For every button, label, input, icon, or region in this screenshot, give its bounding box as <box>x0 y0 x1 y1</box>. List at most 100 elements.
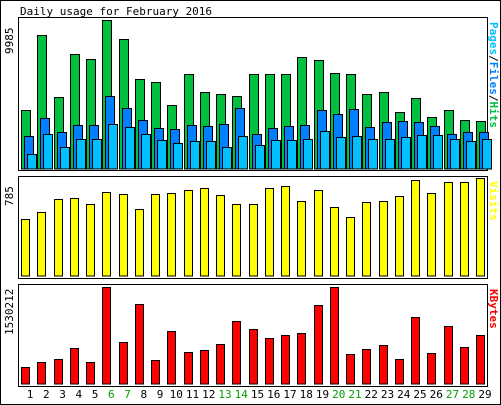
bar-pages-day-27 <box>450 139 460 170</box>
x-tick-label-day-16: 16 <box>267 388 280 401</box>
bar-pages-day-25 <box>417 135 427 170</box>
axis-label-part: Files <box>487 62 500 95</box>
bar-pages-day-13 <box>222 147 232 170</box>
bar-visits-day-15 <box>249 204 258 277</box>
kbytes-panel-axis-label: KBytes <box>487 289 500 329</box>
bar-kbytes-day-13 <box>216 344 225 385</box>
bar-kbytes-day-23 <box>379 345 388 385</box>
x-tick-label-day-4: 4 <box>75 388 82 401</box>
visits-panel-ymax-label: 785 <box>3 186 16 206</box>
bar-visits-day-27 <box>444 182 453 277</box>
bar-pages-day-2 <box>43 134 53 170</box>
bar-pages-day-17 <box>287 140 297 170</box>
bar-pages-day-7 <box>125 127 135 170</box>
bar-kbytes-day-16 <box>265 338 274 385</box>
bar-visits-day-18 <box>297 201 306 277</box>
bar-pages-day-9 <box>157 140 167 170</box>
hits-panel-ymax-label: 9985 <box>3 28 16 55</box>
bar-kbytes-day-7 <box>119 342 128 385</box>
x-tick-label-day-13: 13 <box>218 388 231 401</box>
bar-visits-day-2 <box>37 212 46 277</box>
bar-pages-day-24 <box>401 137 411 170</box>
bar-visits-day-23 <box>379 201 388 277</box>
x-tick-label-day-9: 9 <box>157 388 164 401</box>
bar-kbytes-day-1 <box>21 367 30 385</box>
x-tick-label-day-26: 26 <box>430 388 443 401</box>
bar-visits-day-13 <box>216 195 225 277</box>
bar-pages-day-5 <box>92 139 102 170</box>
bar-pages-day-3 <box>60 147 70 170</box>
x-tick-label-day-14: 14 <box>235 388 249 401</box>
bar-pages-day-6 <box>108 124 118 170</box>
axis-label-part: / <box>487 55 500 62</box>
bar-kbytes-day-21 <box>346 354 355 385</box>
bar-visits-day-25 <box>411 180 420 277</box>
bar-pages-day-21 <box>352 136 362 170</box>
hits-panel-axis-label: Pages/Files/Hits <box>487 22 500 128</box>
bar-visits-day-7 <box>119 194 128 277</box>
bar-visits-day-16 <box>265 188 274 277</box>
bar-pages-day-11 <box>190 141 200 170</box>
x-tick-label-day-3: 3 <box>59 388 66 401</box>
bar-kbytes-day-25 <box>411 317 420 385</box>
x-tick-label-day-25: 25 <box>413 388 426 401</box>
x-axis-day-labels: 1 2 3 4 5 6 7 8 9 10 11 12 13 14 15 16 17 18 19 20 21 22 23 24 2… <box>27 388 492 401</box>
bar-pages-day-22 <box>368 139 378 170</box>
x-tick-label-day-29: 29 <box>478 388 491 401</box>
bar-pages-day-8 <box>141 134 151 170</box>
x-tick-label-day-21: 21 <box>348 388 361 401</box>
bar-kbytes-day-12 <box>200 350 209 385</box>
bar-kbytes-day-9 <box>151 360 160 385</box>
chart-title: Daily usage for February 2016 <box>20 5 212 18</box>
x-tick-label-day-19: 19 <box>316 388 329 401</box>
x-tick-label-day-24: 24 <box>397 388 411 401</box>
x-tick-label-day-17: 17 <box>283 388 296 401</box>
bar-kbytes-day-20 <box>330 287 339 385</box>
x-tick-label-day-10: 10 <box>170 388 183 401</box>
bar-kbytes-day-29 <box>476 335 485 385</box>
bar-pages-day-4 <box>76 139 86 170</box>
bar-visits-day-22 <box>362 202 371 277</box>
bar-pages-day-23 <box>385 139 395 170</box>
x-tick-label-day-22: 22 <box>365 388 378 401</box>
bar-visits-day-29 <box>476 178 485 277</box>
visits-panel-axis-label: Visits <box>487 181 500 221</box>
bar-kbytes-day-27 <box>444 326 453 385</box>
bar-visits-day-4 <box>70 198 79 277</box>
x-tick-label-day-1: 1 <box>27 388 34 401</box>
bar-visits-day-5 <box>86 204 95 277</box>
kbytes-panel-ymax-label: 1530212 <box>3 289 16 335</box>
bar-visits-day-21 <box>346 217 355 277</box>
bar-pages-day-19 <box>320 131 330 170</box>
axis-label-part: KBytes <box>487 289 500 329</box>
bar-kbytes-day-3 <box>54 359 63 385</box>
bar-kbytes-day-10 <box>167 331 176 385</box>
x-tick-label-day-5: 5 <box>92 388 99 401</box>
bar-kbytes-day-15 <box>249 329 258 385</box>
bar-visits-day-9 <box>151 194 160 277</box>
x-tick-label-day-23: 23 <box>381 388 394 401</box>
bar-kbytes-day-6 <box>102 287 111 385</box>
bar-kbytes-day-17 <box>281 335 290 385</box>
bar-kbytes-day-24 <box>395 359 404 385</box>
bar-kbytes-day-11 <box>184 352 193 385</box>
bar-kbytes-day-18 <box>297 333 306 385</box>
bar-kbytes-day-2 <box>37 362 46 385</box>
bar-visits-day-24 <box>395 196 404 277</box>
bar-pages-day-29 <box>482 139 492 170</box>
x-tick-label-day-12: 12 <box>202 388 215 401</box>
bar-pages-day-18 <box>303 139 313 170</box>
axis-label-part: Hits <box>487 102 500 129</box>
x-tick-label-day-18: 18 <box>300 388 313 401</box>
bar-kbytes-day-26 <box>427 353 436 385</box>
bar-kbytes-day-8 <box>135 304 144 385</box>
bar-pages-day-28 <box>466 141 476 170</box>
x-tick-label-day-7: 7 <box>124 388 131 401</box>
x-tick-label-day-27: 27 <box>446 388 459 401</box>
bar-pages-day-20 <box>336 137 346 170</box>
axis-label-part: Visits <box>487 181 500 221</box>
bar-visits-day-3 <box>54 199 63 277</box>
bar-pages-day-10 <box>173 143 183 170</box>
